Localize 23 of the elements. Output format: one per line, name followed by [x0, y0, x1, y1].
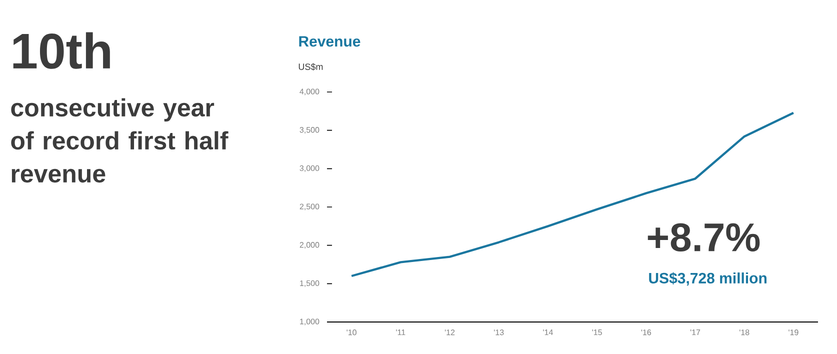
- y-tick-label: 1,500: [300, 280, 320, 287]
- x-tick-label: '11: [396, 330, 406, 336]
- x-tick-label: '10: [346, 330, 356, 336]
- x-tick-label: '13: [494, 330, 504, 336]
- text: consecutive year of record first half revenue: [11, 98, 228, 183]
- y-tick-label: 3,000: [300, 165, 320, 172]
- x-tick-label: '12: [444, 330, 455, 336]
- annotation: US$3,728 million: [649, 272, 766, 286]
- y-tick-label: 2,500: [300, 204, 320, 210]
- annotation: +8.7%: [648, 223, 760, 252]
- x-tick-label: '19: [788, 330, 798, 336]
- chart-title: Revenue: [299, 36, 360, 47]
- x-tick-label: '17: [690, 330, 700, 336]
- y-tick-label: 2,000: [300, 242, 320, 249]
- y-axis-title: US$m: [298, 63, 323, 70]
- y-tick-label: 3,500: [300, 127, 320, 134]
- y-tick-label: 4,000: [300, 88, 320, 96]
- x-tick-label: '16: [641, 330, 652, 336]
- x-tick-label: '18: [740, 330, 750, 336]
- text: 10th: [13, 32, 110, 69]
- x-tick-label: '14: [543, 330, 553, 336]
- x-tick-label: '15: [592, 330, 602, 336]
- y-tick-label: 1,000: [300, 318, 320, 326]
